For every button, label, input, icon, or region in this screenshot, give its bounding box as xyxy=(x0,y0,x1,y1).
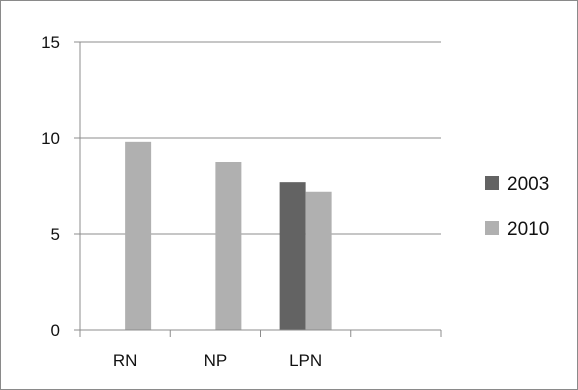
axes xyxy=(74,41,442,337)
bar-rn-2010 xyxy=(125,141,152,330)
legend-swatch-2010 xyxy=(485,221,499,235)
bar-lpn-2010 xyxy=(305,191,332,330)
y-tick-label: 0 xyxy=(51,321,60,340)
bars xyxy=(125,141,332,330)
legend-label-2010: 2010 xyxy=(507,219,549,240)
x-tick-label: RN xyxy=(113,351,138,370)
legend: 2003 2010 xyxy=(485,174,549,240)
y-tick-label: 15 xyxy=(41,33,60,52)
legend-swatch-2003 xyxy=(485,176,499,190)
x-tick-label: NP xyxy=(204,351,228,370)
x-tick-label: LPN xyxy=(289,351,322,370)
y-tick-labels: 0 5 10 15 xyxy=(41,33,60,340)
bar-lpn-2003 xyxy=(279,182,306,330)
y-tick-label: 10 xyxy=(41,129,60,148)
x-tick-labels: RN NP LPN xyxy=(113,351,322,370)
bar-np-2010 xyxy=(215,162,242,330)
legend-label-2003: 2003 xyxy=(507,174,549,195)
y-tick-label: 5 xyxy=(51,225,60,244)
